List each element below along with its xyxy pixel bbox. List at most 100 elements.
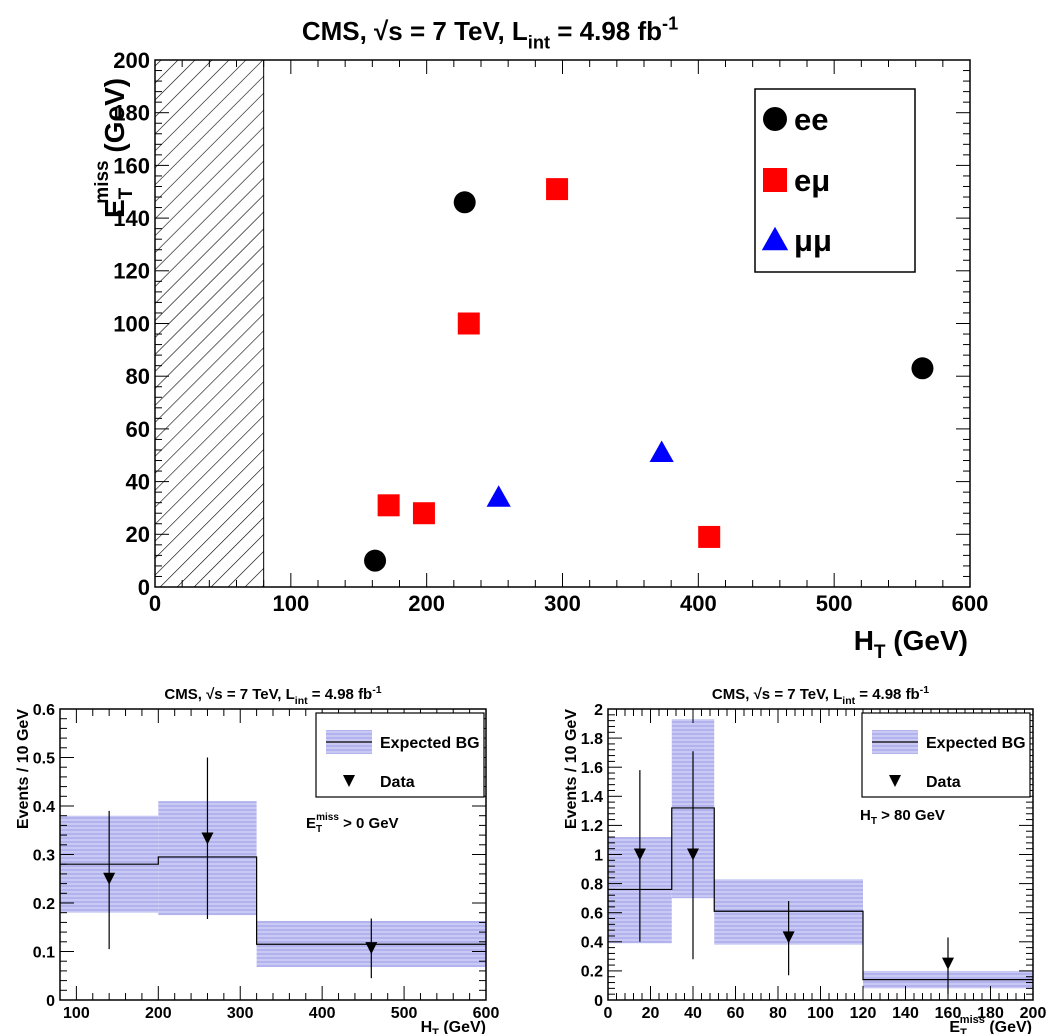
label-part: 0 [594,993,603,1010]
label-part: 0.4 [33,799,55,816]
label-part: 20 [642,1005,660,1022]
x-tick-label: 180 [977,1005,1004,1022]
label-part: -1 [372,684,381,696]
label-part: Events / 10 GeV [563,709,580,829]
label-part: T [874,642,886,663]
x-tick-label: 20 [642,1005,660,1022]
label-part: 200 [145,1005,172,1022]
y-tick-label: 140 [113,206,150,231]
legend-label: μμ [794,223,832,258]
x-tick-label: 0 [149,591,161,616]
label-part: 600 [952,591,989,616]
data-point-triangle [649,440,674,462]
label-part: E [949,1019,960,1034]
label-part: 0.2 [581,964,603,981]
label-part: T [871,816,877,827]
y-tick-label: 0.1 [33,944,55,961]
label-part: 20 [126,522,150,547]
y-tick-label: 200 [113,48,150,73]
label-part: 0.4 [581,935,603,952]
y-tick-label: 60 [126,417,150,442]
label-part: 100 [807,1005,834,1022]
label-part: = 4.98 fb [308,686,373,703]
label-part: 100 [272,591,309,616]
y-tick-label: 1.2 [581,818,603,835]
label-part: E [306,815,316,832]
y-tick-label: 0.8 [581,876,603,893]
label-part: Expected BG [380,735,480,752]
chart-title: CMS, √s = 7 TeV, Lint = 4.98 fb-1 [712,684,929,707]
y-tick-label: 20 [126,522,150,547]
label-part: = 4.98 fb [855,686,920,703]
label-part: int [295,695,308,707]
label-part: 100 [113,311,150,336]
label-part: 1 [594,847,603,864]
label-part: 200 [1020,1005,1047,1022]
label-part: T [960,1027,967,1034]
label-part: CMS, √s = 7 TeV, L [164,686,294,703]
data-point-marker [942,957,954,970]
data-point-square [377,494,400,517]
data-point-square [412,502,435,525]
label-part: ee [794,102,828,137]
label-part: -1 [920,684,929,696]
label-part: miss [316,812,339,823]
label-part: 0.6 [581,905,603,922]
y-tick-label: 0.4 [581,935,603,952]
x-tick-label: 100 [63,1005,90,1022]
legend-label-bg: Expected BG [380,735,480,752]
label-part: 0 [604,1005,613,1022]
label-part: 0.1 [33,944,55,961]
label-part: 120 [113,259,150,284]
x-axis-label: ETmiss (GeV) [949,1014,1032,1034]
x-tick-label: 80 [769,1005,787,1022]
histogram-met: 0 20 40 60 80 100 120 140 160 180 200 0 0.2 0.4 0.6 0.8… [563,684,1046,1034]
label-part: 1.2 [581,818,603,835]
label-part: E [99,199,130,218]
x-tick-label: 500 [816,591,853,616]
label-part: T [316,824,322,835]
legend-label: ee [794,102,828,137]
x-tick-label: 200 [1020,1005,1047,1022]
data-point-marker [103,872,116,885]
x-tick-label: 140 [892,1005,919,1022]
data-point-triangle [486,485,511,507]
label-part: 180 [977,1005,1004,1022]
data-point-marker [633,848,646,861]
label-part: 140 [113,206,150,231]
legend-data-marker [889,775,901,787]
label-part: Events / 10 GeV [15,709,32,829]
legend-data-marker [343,775,355,787]
label-part: 140 [892,1005,919,1022]
cut-annotation: HT > 80 GeV [860,807,945,827]
x-tick-label: 600 [473,1005,500,1022]
data-point-circle [364,549,387,572]
chart-title: CMS, √s = 7 TeV, Lint = 4.98 fb-1 [302,14,678,53]
label-part: 120 [850,1005,877,1022]
chart-title: CMS, √s = 7 TeV, Lint = 4.98 fb-1 [164,684,381,707]
legend-label-data: Data [380,774,415,791]
y-tick-label: 100 [113,311,150,336]
label-part: 180 [113,101,150,126]
x-tick-label: 200 [408,591,445,616]
y-tick-label: 180 [113,101,150,126]
histogram-ht: 100 200 300 400 500 600 0 0.1 0.2 0.3 0.4 0.5 0.6 CMS… [15,684,499,1034]
y-tick-label: 0.2 [33,896,55,913]
y-tick-label: 160 [113,153,150,178]
label-part: 80 [769,1005,787,1022]
label-part: 100 [63,1005,90,1022]
y-tick-label: 0.4 [33,799,55,816]
label-part: 60 [126,417,150,442]
x-tick-label: 100 [807,1005,834,1022]
label-part: 0 [46,993,55,1010]
plot-frame [154,59,971,588]
label-part: H [854,625,874,656]
label-part: 80 [126,364,150,389]
x-tick-label: 100 [272,591,309,616]
legend-marker [763,168,787,192]
label-part: 0.6 [33,702,55,719]
y-tick-label: 0 [594,993,603,1010]
legend-label-bg: Expected BG [926,735,1026,752]
label-part: 40 [684,1005,702,1022]
